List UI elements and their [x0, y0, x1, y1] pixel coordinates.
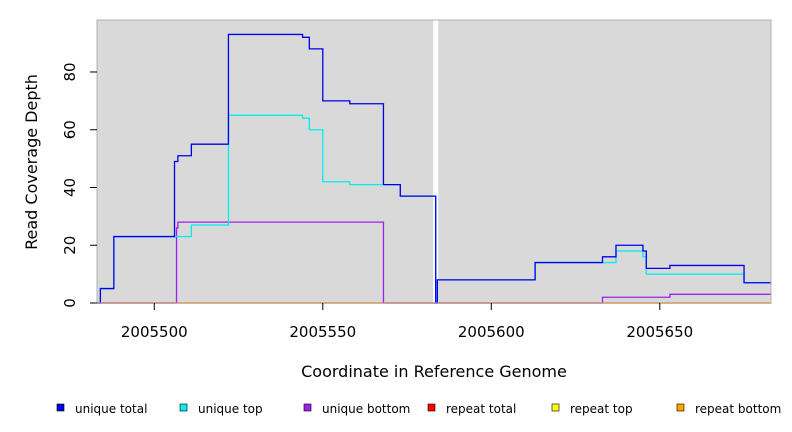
plot-border — [96, 19, 772, 304]
x-tick-label: 2005600 — [458, 323, 525, 341]
y-axis: 0 20 40 60 80 — [61, 62, 97, 308]
legend: unique total unique top unique bottom repea… — [56, 402, 781, 416]
legend-swatch-unique-top — [179, 403, 188, 412]
y-tick-label: 0 — [61, 298, 79, 308]
y-tick-label: 40 — [61, 178, 79, 197]
legend-swatch-unique-bottom — [303, 403, 312, 412]
y-tick-label: 80 — [61, 62, 79, 81]
legend-label-repeat-bottom: repeat bottom — [695, 402, 781, 416]
series-line-unique-total — [97, 33, 771, 304]
legend-label-unique-total: unique total — [75, 402, 147, 416]
legend-swatch-repeat-top — [551, 403, 560, 412]
legend-swatch-repeat-total — [427, 403, 436, 412]
legend-label-repeat-top: repeat top — [570, 402, 633, 416]
legend-label-unique-top: unique top — [198, 402, 263, 416]
legend-label-repeat-total: repeat total — [446, 402, 516, 416]
x-axis-title: Coordinate in Reference Genome — [301, 362, 567, 381]
legend-label-unique-bottom: unique bottom — [322, 402, 410, 416]
x-axis: 2005500 2005550 2005600 2005650 — [121, 303, 693, 341]
y-axis-title: Read Coverage Depth — [22, 74, 41, 250]
x-tick-label: 2005500 — [121, 323, 188, 341]
legend-swatch-unique-total — [56, 403, 65, 412]
y-tick-label: 60 — [61, 120, 79, 139]
legend-swatch-repeat-bottom — [676, 403, 685, 412]
y-tick-label: 20 — [61, 236, 79, 255]
x-tick-label: 2005550 — [289, 323, 356, 341]
x-tick-label: 2005650 — [626, 323, 693, 341]
